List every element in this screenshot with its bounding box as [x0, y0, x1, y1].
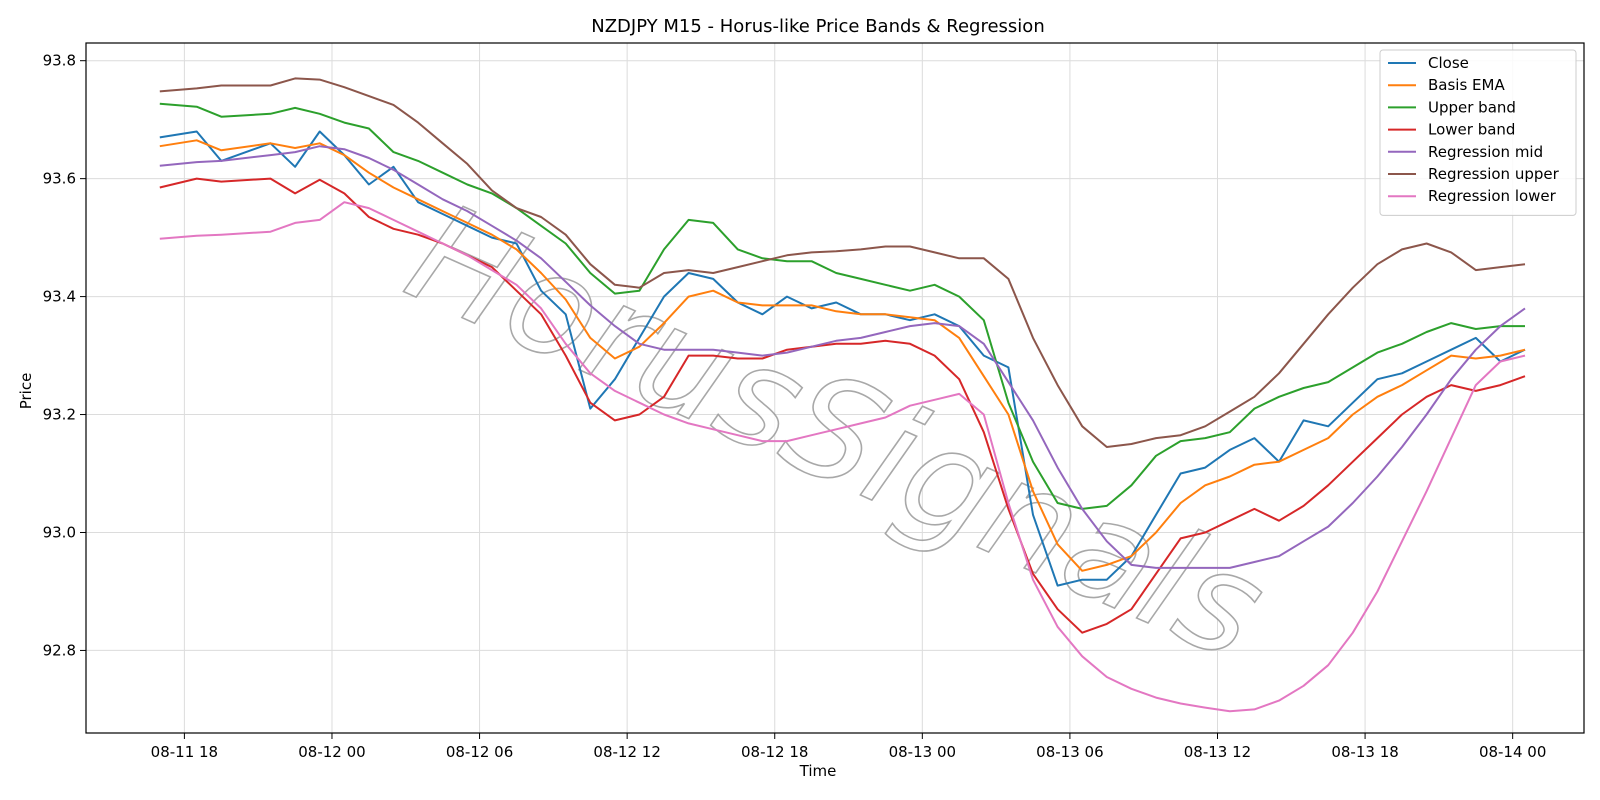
x-axis-ticks: 08-11 18 08-12 00 08-12 06 08-12 12 08-12 18…	[151, 733, 1546, 761]
x-axis-label: Time	[799, 762, 837, 780]
grid	[86, 43, 1584, 733]
x-tick-label: 08-14 00	[1479, 743, 1546, 761]
y-tick-label: 93.2	[43, 406, 76, 424]
plot-frame	[85, 42, 1585, 734]
y-axis-label: Price	[17, 373, 35, 410]
legend: Close Basis EMA Upper band Lower band Regres…	[1379, 49, 1577, 216]
legend-label-upper-band: Upper band	[1428, 98, 1516, 116]
y-tick-label: 93.4	[43, 288, 76, 306]
legend-box	[1379, 49, 1577, 216]
x-tick-label: 08-13 00	[889, 743, 956, 761]
legend-label-lower-band: Lower band	[1428, 121, 1515, 139]
x-tick-label: 08-12 18	[741, 743, 808, 761]
y-tick-label: 93.0	[43, 523, 76, 541]
x-tick-label: 08-12 00	[298, 743, 365, 761]
legend-label-basis-ema: Basis EMA	[1428, 76, 1505, 94]
x-tick-label: 08-12 12	[593, 743, 660, 761]
series-line-regression-mid	[159, 145, 1526, 569]
series-line-lower-band	[159, 177, 1526, 634]
legend-label-regression-lower: Regression lower	[1428, 187, 1557, 205]
legend-label-close: Close	[1428, 54, 1469, 72]
series-line-regression-upper	[159, 77, 1526, 448]
series-line-basis-ema	[159, 139, 1526, 572]
legend-label-regression-upper: Regression upper	[1428, 165, 1560, 183]
series-line-regression-lower	[159, 201, 1526, 713]
y-tick-label: 93.6	[43, 170, 76, 188]
x-tick-label: 08-12 06	[446, 743, 513, 761]
x-tick-label: 08-13 06	[1036, 743, 1103, 761]
chart-title: NZDJPY M15 - Horus-like Price Bands & Re…	[591, 16, 1044, 37]
series-line-upper-band	[159, 102, 1525, 510]
x-tick-label: 08-13 18	[1331, 743, 1398, 761]
series-lines	[159, 77, 1526, 713]
y-tick-label: 93.8	[43, 52, 76, 70]
x-tick-label: 08-13 12	[1184, 743, 1251, 761]
legend-label-regression-mid: Regression mid	[1428, 143, 1543, 161]
y-tick-label: 92.8	[43, 641, 76, 659]
y-axis-ticks: 92.8 93.0 93.2 93.4 93.6 93.8	[43, 52, 86, 659]
x-tick-label: 08-11 18	[151, 743, 218, 761]
